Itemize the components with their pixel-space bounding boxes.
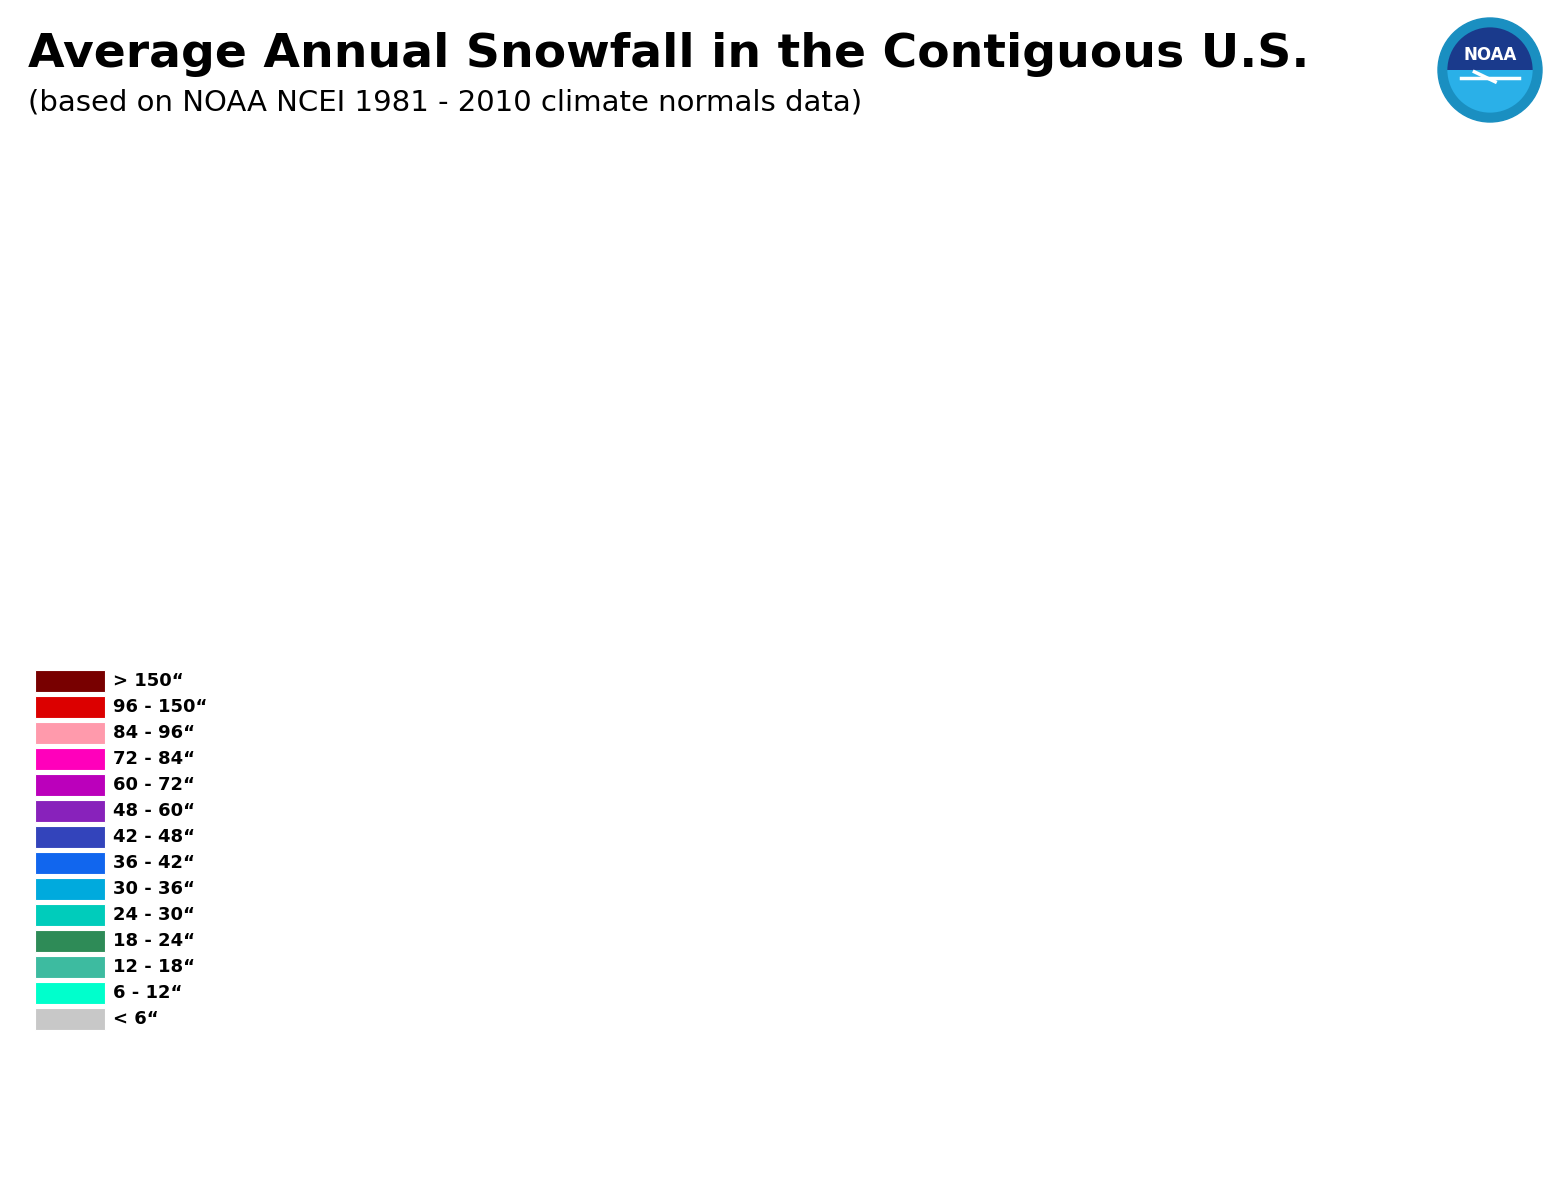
FancyBboxPatch shape	[36, 800, 106, 822]
Text: 96 - 150“: 96 - 150“	[113, 698, 208, 716]
FancyBboxPatch shape	[36, 722, 106, 744]
Text: < 6“: < 6“	[113, 1010, 158, 1028]
Text: NOAA: NOAA	[1463, 47, 1517, 65]
Circle shape	[1438, 18, 1542, 122]
Wedge shape	[1447, 70, 1533, 113]
FancyBboxPatch shape	[36, 774, 106, 796]
FancyBboxPatch shape	[36, 956, 106, 978]
Text: 24 - 30“: 24 - 30“	[113, 906, 194, 924]
Text: 60 - 72“: 60 - 72“	[113, 776, 194, 794]
FancyBboxPatch shape	[36, 930, 106, 952]
Text: 48 - 60“: 48 - 60“	[113, 802, 196, 820]
Text: 12 - 18“: 12 - 18“	[113, 958, 196, 976]
FancyBboxPatch shape	[36, 852, 106, 874]
FancyBboxPatch shape	[36, 1008, 106, 1030]
FancyBboxPatch shape	[36, 878, 106, 900]
FancyBboxPatch shape	[36, 826, 106, 848]
Text: 84 - 96“: 84 - 96“	[113, 724, 196, 742]
FancyBboxPatch shape	[36, 748, 106, 770]
FancyBboxPatch shape	[36, 904, 106, 926]
Text: 30 - 36“: 30 - 36“	[113, 880, 194, 898]
Text: 36 - 42“: 36 - 42“	[113, 854, 194, 872]
Text: Average Annual Snowfall in the Contiguous U.S.: Average Annual Snowfall in the Contiguou…	[28, 32, 1309, 77]
Text: 18 - 24“: 18 - 24“	[113, 932, 196, 950]
Text: > 150“: > 150“	[113, 672, 183, 690]
FancyBboxPatch shape	[36, 982, 106, 1004]
FancyBboxPatch shape	[36, 670, 106, 692]
Text: 42 - 48“: 42 - 48“	[113, 828, 196, 846]
Text: (based on NOAA NCEI 1981 - 2010 climate normals data): (based on NOAA NCEI 1981 - 2010 climate …	[28, 88, 862, 116]
Wedge shape	[1447, 28, 1533, 70]
Text: 6 - 12“: 6 - 12“	[113, 984, 182, 1002]
Text: 72 - 84“: 72 - 84“	[113, 750, 196, 768]
FancyBboxPatch shape	[36, 696, 106, 718]
